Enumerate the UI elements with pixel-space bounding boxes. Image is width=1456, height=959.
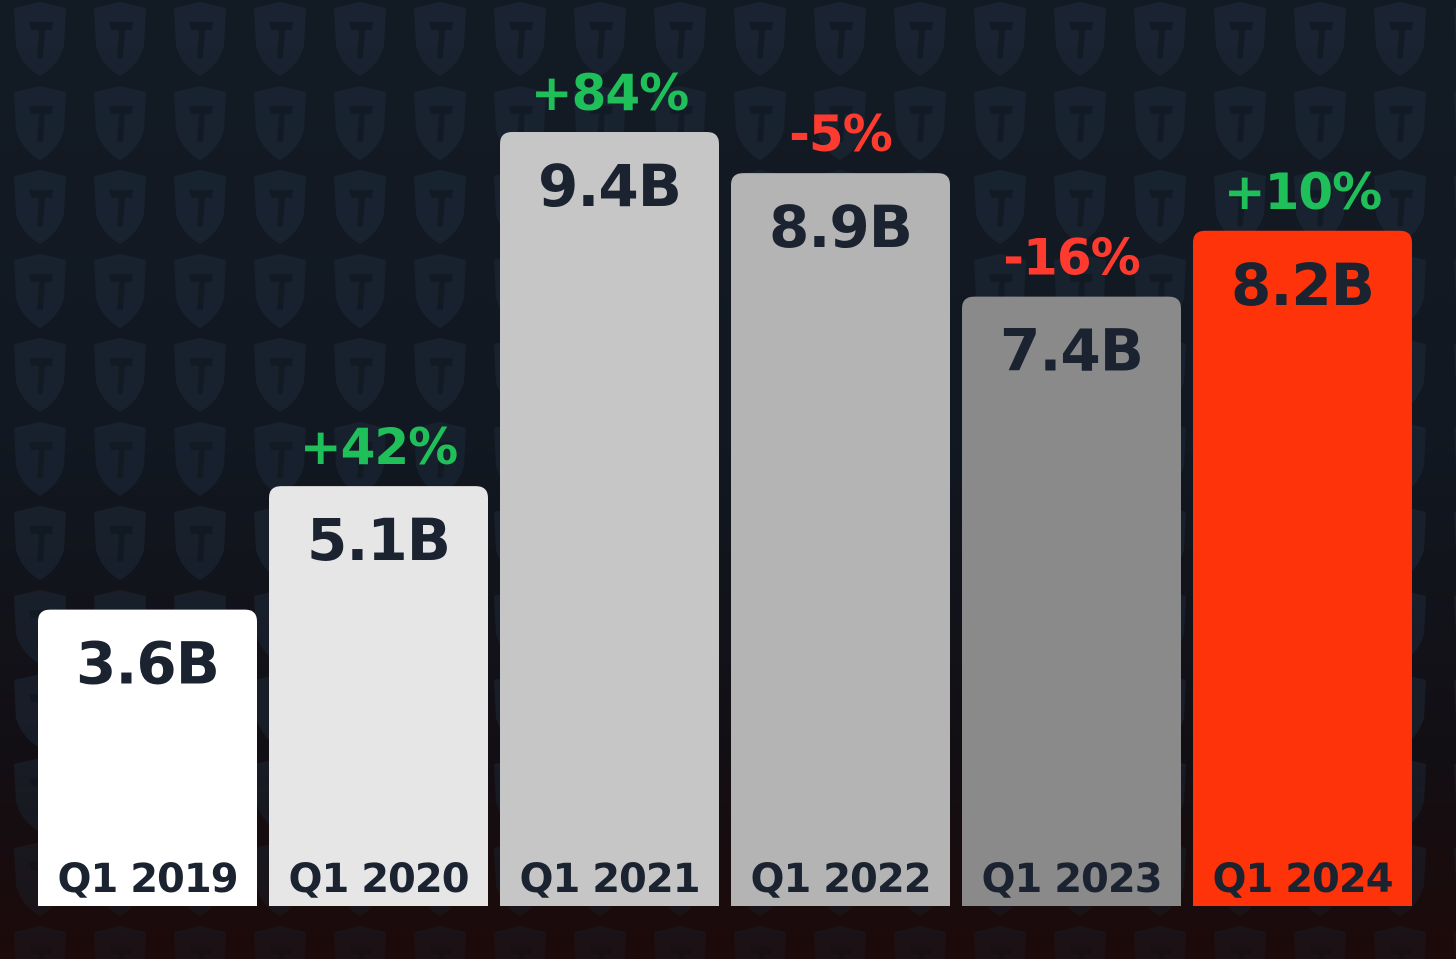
bar-q1-2023 bbox=[962, 296, 1181, 906]
value-label: 7.4B bbox=[1000, 317, 1143, 385]
category-label: Q1 2020 bbox=[288, 856, 468, 902]
bar-q1-2022 bbox=[731, 173, 950, 906]
change-label: -5% bbox=[789, 105, 892, 163]
change-label: -16% bbox=[1003, 229, 1139, 287]
value-label: 3.6B bbox=[76, 630, 219, 698]
change-label: +42% bbox=[300, 418, 458, 476]
value-label: 9.4B bbox=[538, 152, 681, 220]
value-label: 5.1B bbox=[307, 506, 450, 574]
change-label: +84% bbox=[531, 64, 689, 122]
category-label: Q1 2021 bbox=[519, 856, 699, 902]
bar-q1-2024 bbox=[1193, 230, 1412, 906]
bar-q1-2019 bbox=[38, 609, 257, 906]
category-label: Q1 2019 bbox=[57, 856, 237, 902]
category-label: Q1 2024 bbox=[1212, 856, 1392, 902]
bar-q1-2021 bbox=[500, 132, 719, 906]
value-label: 8.2B bbox=[1231, 251, 1374, 319]
category-label: Q1 2022 bbox=[750, 856, 930, 902]
change-label: +10% bbox=[1224, 163, 1382, 221]
bar-q1-2020 bbox=[269, 486, 488, 906]
value-label: 8.9B bbox=[769, 193, 912, 261]
category-label: Q1 2023 bbox=[981, 856, 1161, 902]
